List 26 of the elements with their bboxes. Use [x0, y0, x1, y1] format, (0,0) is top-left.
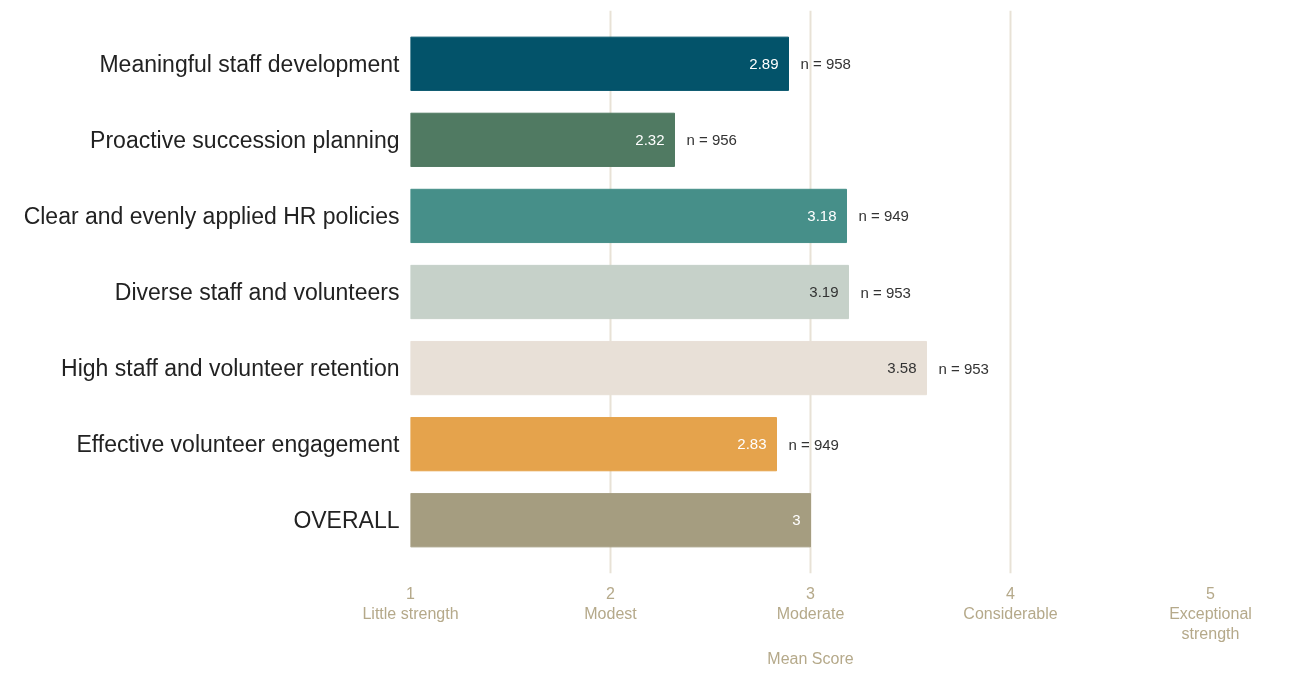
x-tick-label: 2 Modest [584, 584, 638, 622]
y-tick-label: Clear and evenly applied HR policies [23, 202, 400, 229]
x-tick-label: 5 Exceptional strength [1169, 584, 1252, 643]
x-tick-label: 1 Little strength [362, 584, 459, 622]
annotation: n = 953 [860, 283, 911, 301]
x-tick-label: 3 Moderate [776, 584, 845, 622]
annotation: n = 949 [788, 435, 839, 453]
data-label: 2.32 [635, 130, 665, 148]
annotation: n = 953 [938, 359, 989, 377]
data-label: 2.83 [737, 435, 767, 453]
annotation: n = 958 [800, 55, 851, 73]
data-label: 3.19 [809, 283, 839, 300]
data-label: 3.58 [887, 359, 917, 377]
data-label: 3.18 [807, 206, 837, 224]
y-tick-label: High staff and volunteer retention [61, 355, 400, 382]
data-label: 2.89 [749, 54, 779, 72]
x-axis-title: Mean Score [767, 650, 854, 668]
x-tick-label: 4 Considerable [963, 584, 1058, 622]
data-label: 3 [792, 511, 801, 529]
y-tick-label: OVERALL [293, 507, 400, 534]
annotation: n = 956 [686, 131, 737, 149]
annotation: n = 949 [858, 207, 909, 225]
y-tick-label: Proactive succession planning [90, 126, 400, 153]
y-tick-label: Diverse staff and volunteers [114, 279, 400, 305]
y-tick-label: Meaningful staff development [99, 50, 401, 77]
y-tick-label: Effective volunteer engagement [76, 431, 401, 458]
